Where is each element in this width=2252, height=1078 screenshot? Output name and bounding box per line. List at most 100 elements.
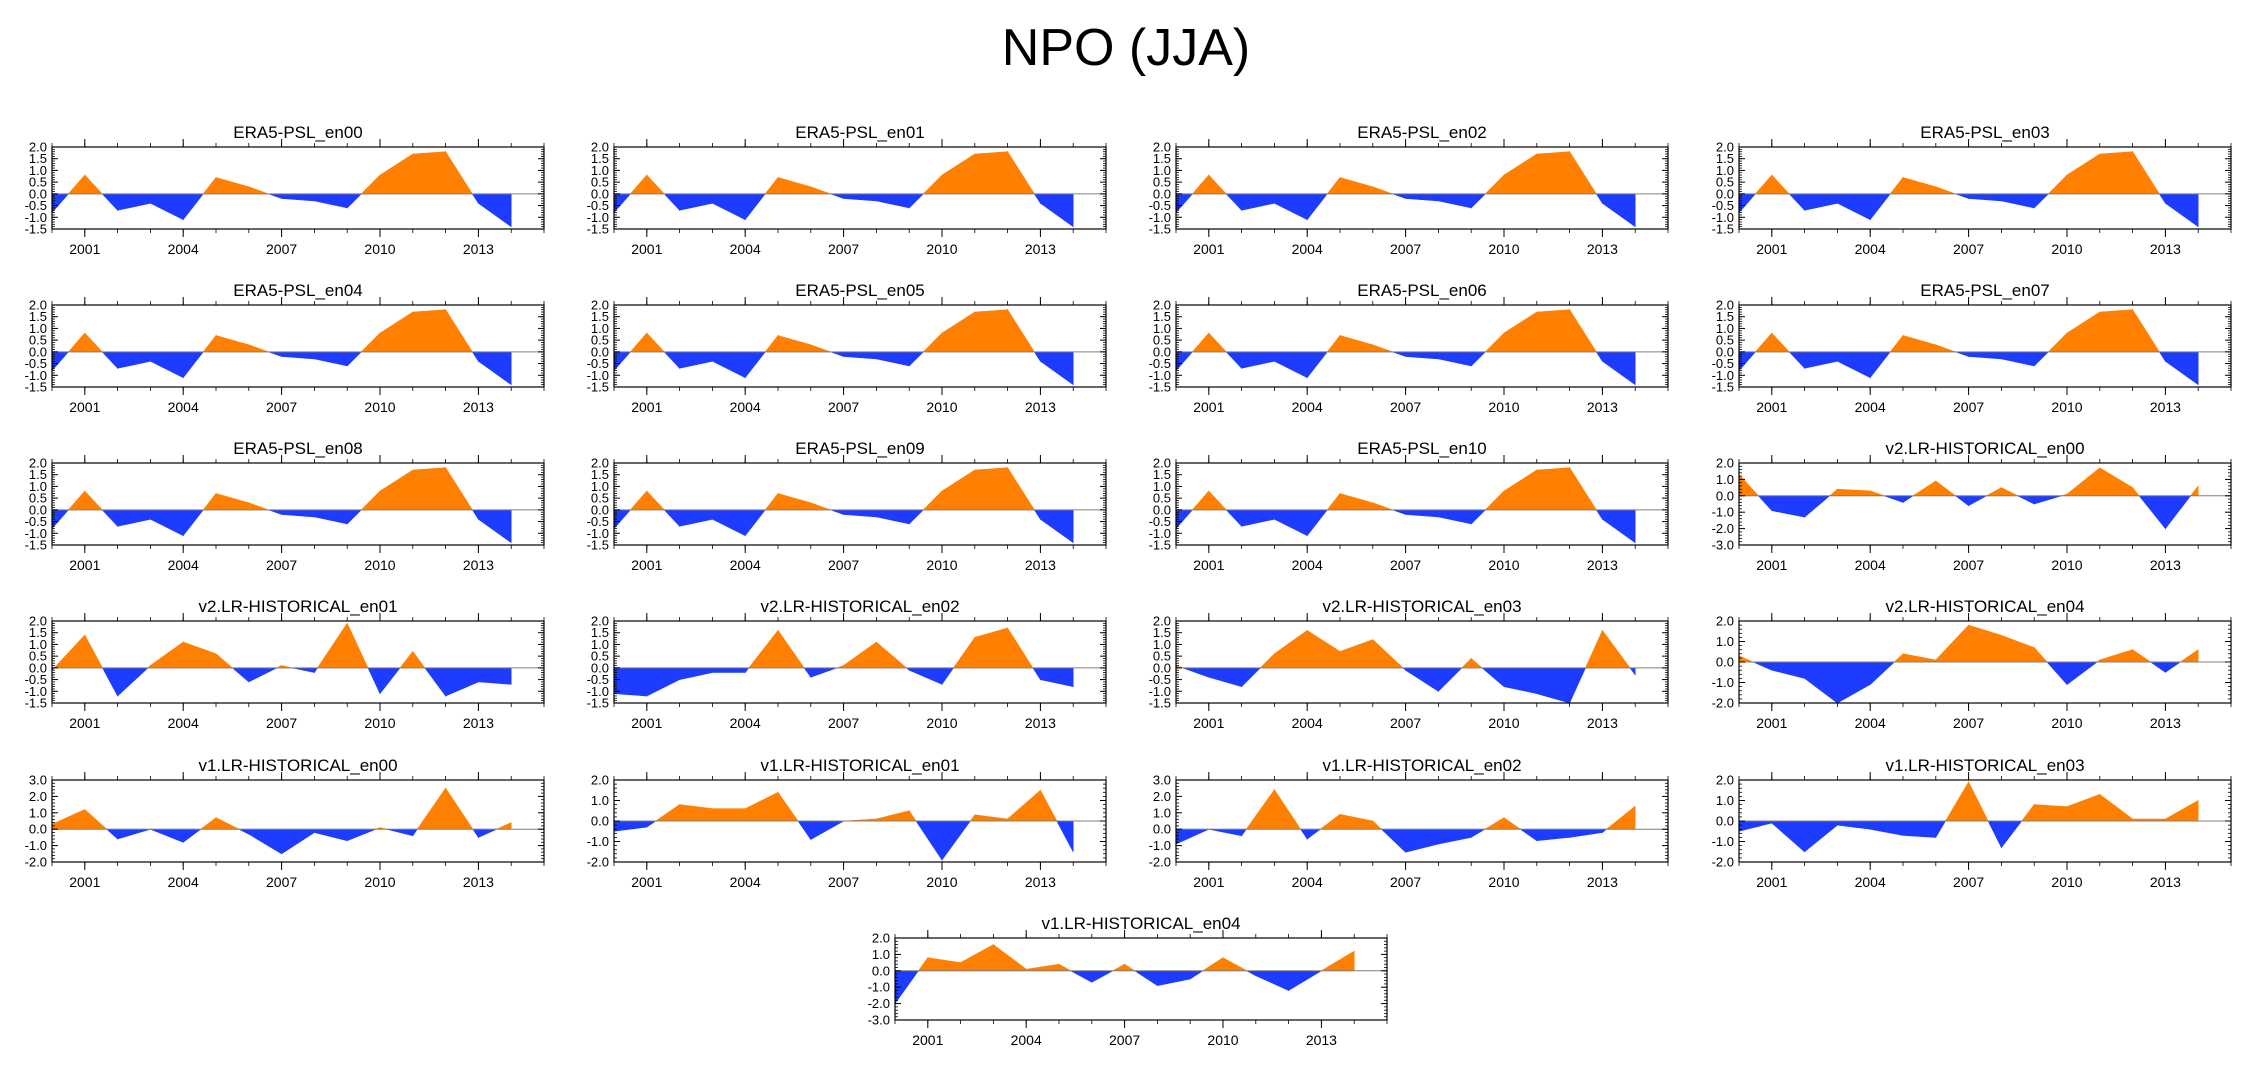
negative-area: [379, 667, 401, 695]
positive-area: [646, 490, 665, 511]
y-tick-label: -1.0: [1149, 368, 1171, 383]
positive-area: [215, 493, 250, 511]
x-tick-label: 2010: [1488, 241, 1519, 257]
y-tick-label: 0.0: [1153, 660, 1171, 675]
positive-area: [2099, 309, 2133, 353]
positive-area: [379, 311, 414, 353]
negative-area: [843, 351, 877, 360]
y-tick-label: -1.0: [1149, 526, 1171, 541]
positive-area: [1208, 332, 1227, 353]
negative-area: [1771, 820, 1805, 853]
y-tick-label: 2.0: [29, 456, 47, 471]
negative-area: [346, 351, 363, 367]
x-tick-label: 2013: [1587, 874, 1618, 890]
x-tick-label: 2010: [2051, 557, 2082, 573]
negative-area: [679, 351, 713, 369]
negative-area: [1752, 661, 1773, 671]
panel-title: ERA5-PSL_en01: [795, 123, 924, 142]
negative-area: [646, 667, 680, 697]
negative-area: [1837, 351, 1871, 379]
y-tick-label: 1.0: [591, 793, 609, 808]
y-tick-label: -1.0: [1712, 675, 1734, 690]
y-tick-label: 1.5: [1153, 151, 1171, 166]
x-tick-label: 2001: [631, 241, 662, 257]
negative-area: [101, 667, 118, 697]
positive-area: [412, 650, 426, 669]
negative-area: [101, 193, 118, 212]
x-tick-label: 2010: [926, 715, 957, 731]
negative-area: [268, 509, 282, 515]
negative-area: [1208, 667, 1242, 687]
positive-area: [654, 804, 680, 822]
positive-area: [1007, 308, 1035, 353]
y-tick-label: 0.5: [1153, 175, 1171, 190]
y-tick-label: -0.5: [587, 198, 609, 213]
positive-area: [215, 817, 240, 830]
negative-area: [1519, 828, 1538, 842]
x-tick-label: 2013: [1587, 399, 1618, 415]
negative-area: [314, 509, 348, 525]
negative-area: [478, 509, 512, 544]
positive-area: [496, 822, 512, 830]
negative-area: [1241, 509, 1275, 527]
negative-area: [1837, 820, 1871, 830]
panel-title: v2.LR-HISTORICAL_en04: [1885, 597, 2084, 616]
positive-area: [360, 174, 381, 195]
panel-ERA5-PSL_en06: ERA5-PSL_en06 2.01.51.00.50.0-0.5-1.0-1.5…: [1149, 281, 1669, 415]
positive-area: [215, 653, 234, 669]
positive-area: [248, 344, 269, 353]
positive-area: [316, 622, 348, 669]
y-tick-label: -1.0: [1712, 505, 1734, 520]
y-tick-label: -1.0: [1712, 368, 1734, 383]
positive-area: [1326, 492, 1341, 511]
negative-area: [150, 351, 184, 379]
plot-frame: [613, 304, 1107, 388]
y-tick-label: -1.5: [587, 380, 609, 395]
positive-area: [1902, 335, 1937, 353]
negative-area: [1629, 667, 1636, 676]
negative-area: [1569, 828, 1603, 838]
negative-area: [908, 193, 925, 209]
negative-area: [248, 667, 278, 683]
negative-area: [1602, 509, 1636, 544]
negative-area: [712, 509, 746, 537]
positive-area: [2066, 793, 2101, 822]
positive-area: [1602, 629, 1631, 669]
y-tick-label: -0.5: [587, 514, 609, 529]
y-tick-label: -1.0: [25, 684, 47, 699]
y-tick-label: 1.0: [591, 321, 609, 336]
y-tick-label: -2.0: [25, 855, 47, 870]
x-tick-label: 2013: [1025, 241, 1056, 257]
panel-title: ERA5-PSL_en04: [233, 281, 362, 300]
panel-title: v1.LR-HISTORICAL_en04: [1041, 914, 1240, 933]
positive-area: [84, 634, 104, 669]
negative-area: [1241, 667, 1262, 688]
y-tick-label: 1.0: [1153, 637, 1171, 652]
negative-area: [281, 828, 315, 855]
negative-area: [471, 351, 479, 363]
positive-area: [2047, 174, 2068, 195]
y-tick-label: -0.5: [1149, 672, 1171, 687]
x-tick-label: 2001: [631, 874, 662, 890]
panel-title: v2.LR-HISTORICAL_en02: [760, 597, 959, 616]
positive-area: [1869, 490, 1885, 497]
y-tick-label: 1.0: [1153, 321, 1171, 336]
negative-area: [1040, 509, 1074, 544]
negative-area: [1954, 495, 1969, 507]
positive-area: [1503, 311, 1538, 353]
y-tick-label: 0.0: [1153, 344, 1171, 359]
positive-area: [764, 176, 779, 195]
negative-area: [445, 667, 479, 697]
y-tick-label: -1.5: [1149, 222, 1171, 237]
positive-area: [941, 469, 976, 511]
y-tick-label: 0.0: [1153, 822, 1171, 837]
positive-area: [215, 177, 250, 195]
x-tick-label: 2013: [463, 557, 494, 573]
negative-area: [1182, 667, 1210, 678]
positive-area: [2066, 153, 2101, 195]
negative-area: [424, 667, 446, 697]
positive-area: [1569, 150, 1597, 195]
x-tick-label: 2001: [631, 557, 662, 573]
y-tick-label: -2.0: [1712, 521, 1734, 536]
positive-area: [1754, 332, 1773, 353]
